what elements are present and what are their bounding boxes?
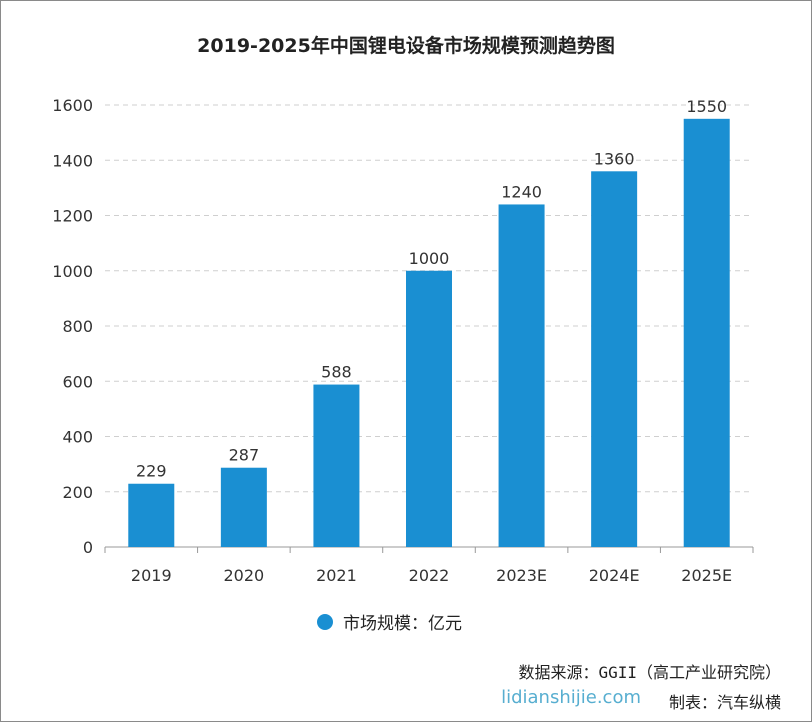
data-label: 1000 [409, 249, 450, 268]
data-label: 287 [229, 446, 260, 465]
data-label: 1240 [501, 182, 542, 201]
data-label: 588 [321, 363, 352, 382]
data-source: 数据来源：GGII（高工产业研究院） [518, 663, 781, 682]
y-tick-label: 1000 [52, 262, 93, 281]
bar [591, 171, 638, 548]
legend-label: 市场规模：亿元 [343, 614, 462, 634]
bar [683, 118, 730, 547]
x-tick-label: 2024E [589, 566, 640, 585]
data-label: 1360 [594, 149, 635, 168]
legend-swatch [317, 613, 333, 630]
chart-title: 2019-2025年中国锂电设备市场规模预测趋势图 [197, 35, 615, 57]
table-maker: 制表：汽车纵横 [668, 693, 781, 712]
bar [128, 483, 175, 547]
x-tick-label: 2021 [316, 566, 357, 585]
x-tick-label: 2025E [681, 566, 732, 585]
data-label: 229 [136, 462, 167, 481]
bar [313, 384, 360, 547]
y-tick-label: 600 [62, 372, 93, 391]
x-tick-label: 2022 [409, 566, 450, 585]
bar-chart: 0 200 400 600 800 1000 1200 1400 1600 229 2019 287 2… [52, 96, 754, 585]
y-tick-label: 1200 [52, 207, 93, 226]
bar [498, 204, 545, 547]
y-tick-label: 0 [83, 538, 93, 557]
y-tick-label: 400 [62, 428, 93, 447]
data-label: 1550 [686, 97, 727, 116]
y-tick-label: 1400 [52, 151, 93, 170]
y-tick-label: 800 [62, 317, 93, 336]
bar [220, 467, 267, 547]
bar [406, 270, 452, 547]
legend: 市场规模：亿元 [317, 609, 462, 634]
x-tick-label: 2020 [223, 566, 264, 585]
y-tick-label: 200 [62, 483, 93, 502]
y-tick-label: 1600 [52, 96, 93, 115]
x-tick-label: 2023E [496, 566, 547, 585]
x-tick-label: 2019 [131, 566, 172, 585]
watermark: lidianshijie.com [501, 687, 641, 708]
